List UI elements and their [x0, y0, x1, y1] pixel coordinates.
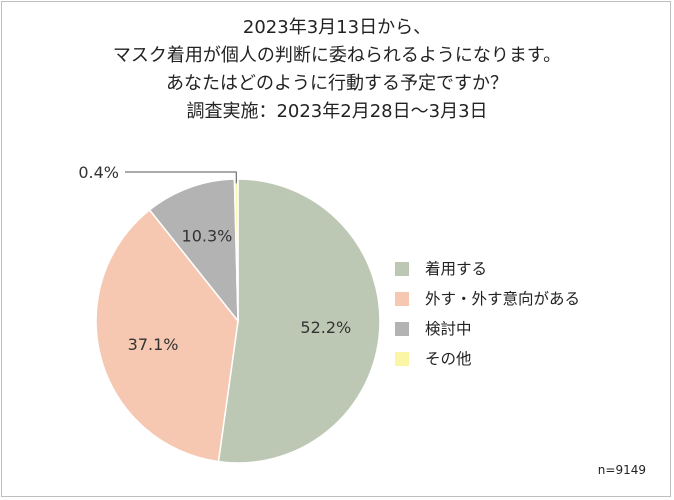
legend-item-undecided: 検討中	[395, 314, 580, 344]
title-line-3: あなたはどのように行動する予定ですか？	[166, 73, 508, 94]
legend-label: 着用する	[425, 260, 488, 278]
pie-slice-remove	[95, 208, 239, 463]
leader-line-other	[125, 171, 237, 184]
legend-label: 検討中	[425, 320, 472, 338]
sample-size-note: n=9149	[597, 463, 646, 477]
data-label-wear: 52.2%	[300, 318, 351, 337]
data-label-other: 0.4%	[78, 163, 119, 182]
data-label-undecided: 10.3%	[182, 227, 233, 246]
legend-label: 外す・外す意向がある	[425, 290, 581, 308]
legend-label: その他	[425, 350, 472, 368]
legend-item-wear: 着用する	[395, 254, 580, 284]
data-label-remove: 37.1%	[128, 335, 179, 354]
title-line-4: 調査実施：2023年2月28日～3月3日	[186, 101, 488, 122]
chart-title: 2023年3月13日から、 マスク着用が個人の判断に委ねられるようになります。 …	[0, 14, 674, 126]
pie-slice-wear	[217, 178, 381, 464]
legend-swatch	[395, 292, 409, 306]
title-line-1: 2023年3月13日から、	[242, 17, 432, 38]
legend-item-remove: 外す・外す意向がある	[395, 284, 580, 314]
legend-swatch	[395, 352, 409, 366]
legend-swatch	[395, 262, 409, 276]
legend-item-other: その他	[395, 344, 580, 374]
title-line-2: マスク着用が個人の判断に委ねられるようになります。	[112, 45, 562, 66]
legend: 着用する外す・外す意向がある 検討中その他	[395, 254, 580, 374]
legend-swatch	[395, 322, 409, 336]
pie-slice-undecided	[148, 178, 239, 324]
